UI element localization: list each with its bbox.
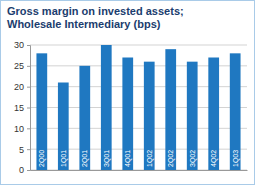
x-tick: 2Q02 [167,150,175,167]
x-tick-label: 3Q01 [103,150,111,167]
y-tick-mark [27,108,30,109]
x-tick: 2Q00 [38,150,46,167]
y-tick: 15 [14,103,30,113]
chart: Gross margin on invested assets;Wholesal… [0,0,255,185]
y-tick-label: 30 [14,40,24,50]
bar [36,53,47,170]
bar [208,58,219,171]
x-tick-label: 4Q02 [210,150,218,167]
x-tick-label: 1Q02 [146,150,154,167]
bar [122,58,133,171]
y-tick-label: 0 [19,165,24,175]
y-tick: 30 [14,40,30,50]
y-tick-label: 5 [19,145,24,155]
bars [36,45,240,170]
y-tick-mark [27,128,30,129]
y-tick: 0 [19,165,30,175]
x-tick-label: 2Q00 [38,150,46,167]
y-tick: 5 [19,145,30,155]
y-tick: 20 [14,82,30,92]
bar [101,45,112,170]
frame [1,1,255,185]
x-tick: 1Q01 [60,150,68,167]
x-axis: 2Q00 1Q01 2Q01 3Q01 4Q01 1Q02 2Q02 3Q02 4Q02 1Q03 [31,150,248,171]
x-tick: 4Q02 [210,150,218,167]
x-tick-label: 3Q02 [189,150,197,167]
x-tick: 4Q01 [124,150,132,167]
bar [58,83,69,171]
y-tick-mark [27,66,30,67]
x-tick-label: 2Q01 [81,150,89,167]
y-tick-mark [27,170,30,171]
bar [144,62,155,170]
bar [187,62,198,170]
x-tick: 1Q02 [146,150,154,167]
plot: 0 5 10 15 20 25 30 2Q00 1Q01 2Q01 3Q01 4Q01 1Q02 2Q02… [14,40,248,175]
title: Gross margin on invested assets;Wholesal… [7,5,184,30]
y-tick-label: 20 [14,82,24,92]
title-line: Wholesale Intermediary (bps) [7,18,161,30]
bar [165,49,176,170]
bar [230,53,241,170]
grid [30,45,247,170]
x-tick: 2Q01 [81,150,89,167]
y-tick-mark [27,149,30,150]
y-axis: 0 5 10 15 20 25 30 [14,40,31,175]
x-tick: 3Q02 [189,150,197,167]
y-tick-mark [27,87,30,88]
x-tick-label: 4Q01 [124,150,132,167]
y-tick-label: 15 [14,103,24,113]
bar [79,66,90,170]
title-line: Gross margin on invested assets; [7,5,184,17]
y-tick-mark [27,45,30,46]
x-tick: 3Q01 [103,150,111,167]
y-tick-label: 25 [14,61,24,71]
x-tick-label: 1Q03 [232,150,240,167]
y-tick: 10 [14,124,30,134]
y-axis-line [27,46,31,171]
y-tick-label: 10 [14,124,24,134]
y-tick: 25 [14,61,30,71]
x-tick-label: 2Q02 [167,150,175,167]
x-tick: 1Q03 [232,150,240,167]
x-axis-line [31,170,248,171]
x-tick-label: 1Q01 [60,150,68,167]
grid-line [30,45,247,46]
